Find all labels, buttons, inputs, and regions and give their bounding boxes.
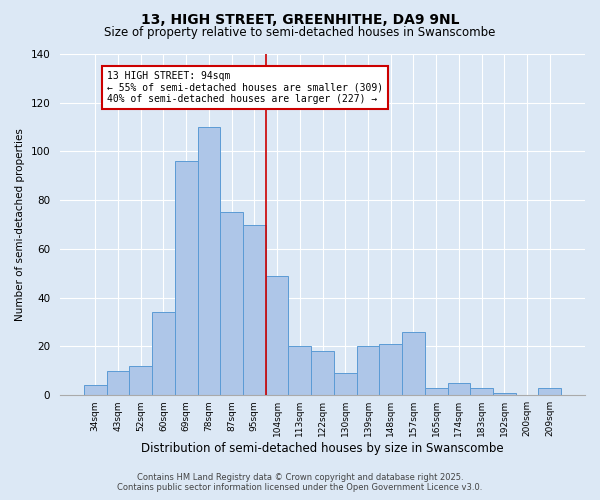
Bar — [311, 352, 334, 395]
Bar — [152, 312, 175, 395]
Bar — [84, 386, 107, 395]
Bar — [175, 161, 197, 395]
Bar — [220, 212, 243, 395]
Bar — [425, 388, 448, 395]
Bar — [356, 346, 379, 395]
Text: Contains HM Land Registry data © Crown copyright and database right 2025.
Contai: Contains HM Land Registry data © Crown c… — [118, 473, 482, 492]
Bar — [243, 224, 266, 395]
Text: Size of property relative to semi-detached houses in Swanscombe: Size of property relative to semi-detach… — [104, 26, 496, 39]
Bar — [334, 374, 356, 395]
Bar — [130, 366, 152, 395]
Bar — [470, 388, 493, 395]
Bar — [107, 371, 130, 395]
Bar — [289, 346, 311, 395]
X-axis label: Distribution of semi-detached houses by size in Swanscombe: Distribution of semi-detached houses by … — [141, 442, 504, 455]
Bar — [493, 393, 515, 395]
Bar — [402, 332, 425, 395]
Bar — [448, 383, 470, 395]
Bar — [538, 388, 561, 395]
Bar — [379, 344, 402, 395]
Bar — [266, 276, 289, 395]
Bar — [197, 127, 220, 395]
Y-axis label: Number of semi-detached properties: Number of semi-detached properties — [15, 128, 25, 321]
Text: 13, HIGH STREET, GREENHITHE, DA9 9NL: 13, HIGH STREET, GREENHITHE, DA9 9NL — [141, 12, 459, 26]
Text: 13 HIGH STREET: 94sqm
← 55% of semi-detached houses are smaller (309)
40% of sem: 13 HIGH STREET: 94sqm ← 55% of semi-deta… — [107, 71, 383, 104]
